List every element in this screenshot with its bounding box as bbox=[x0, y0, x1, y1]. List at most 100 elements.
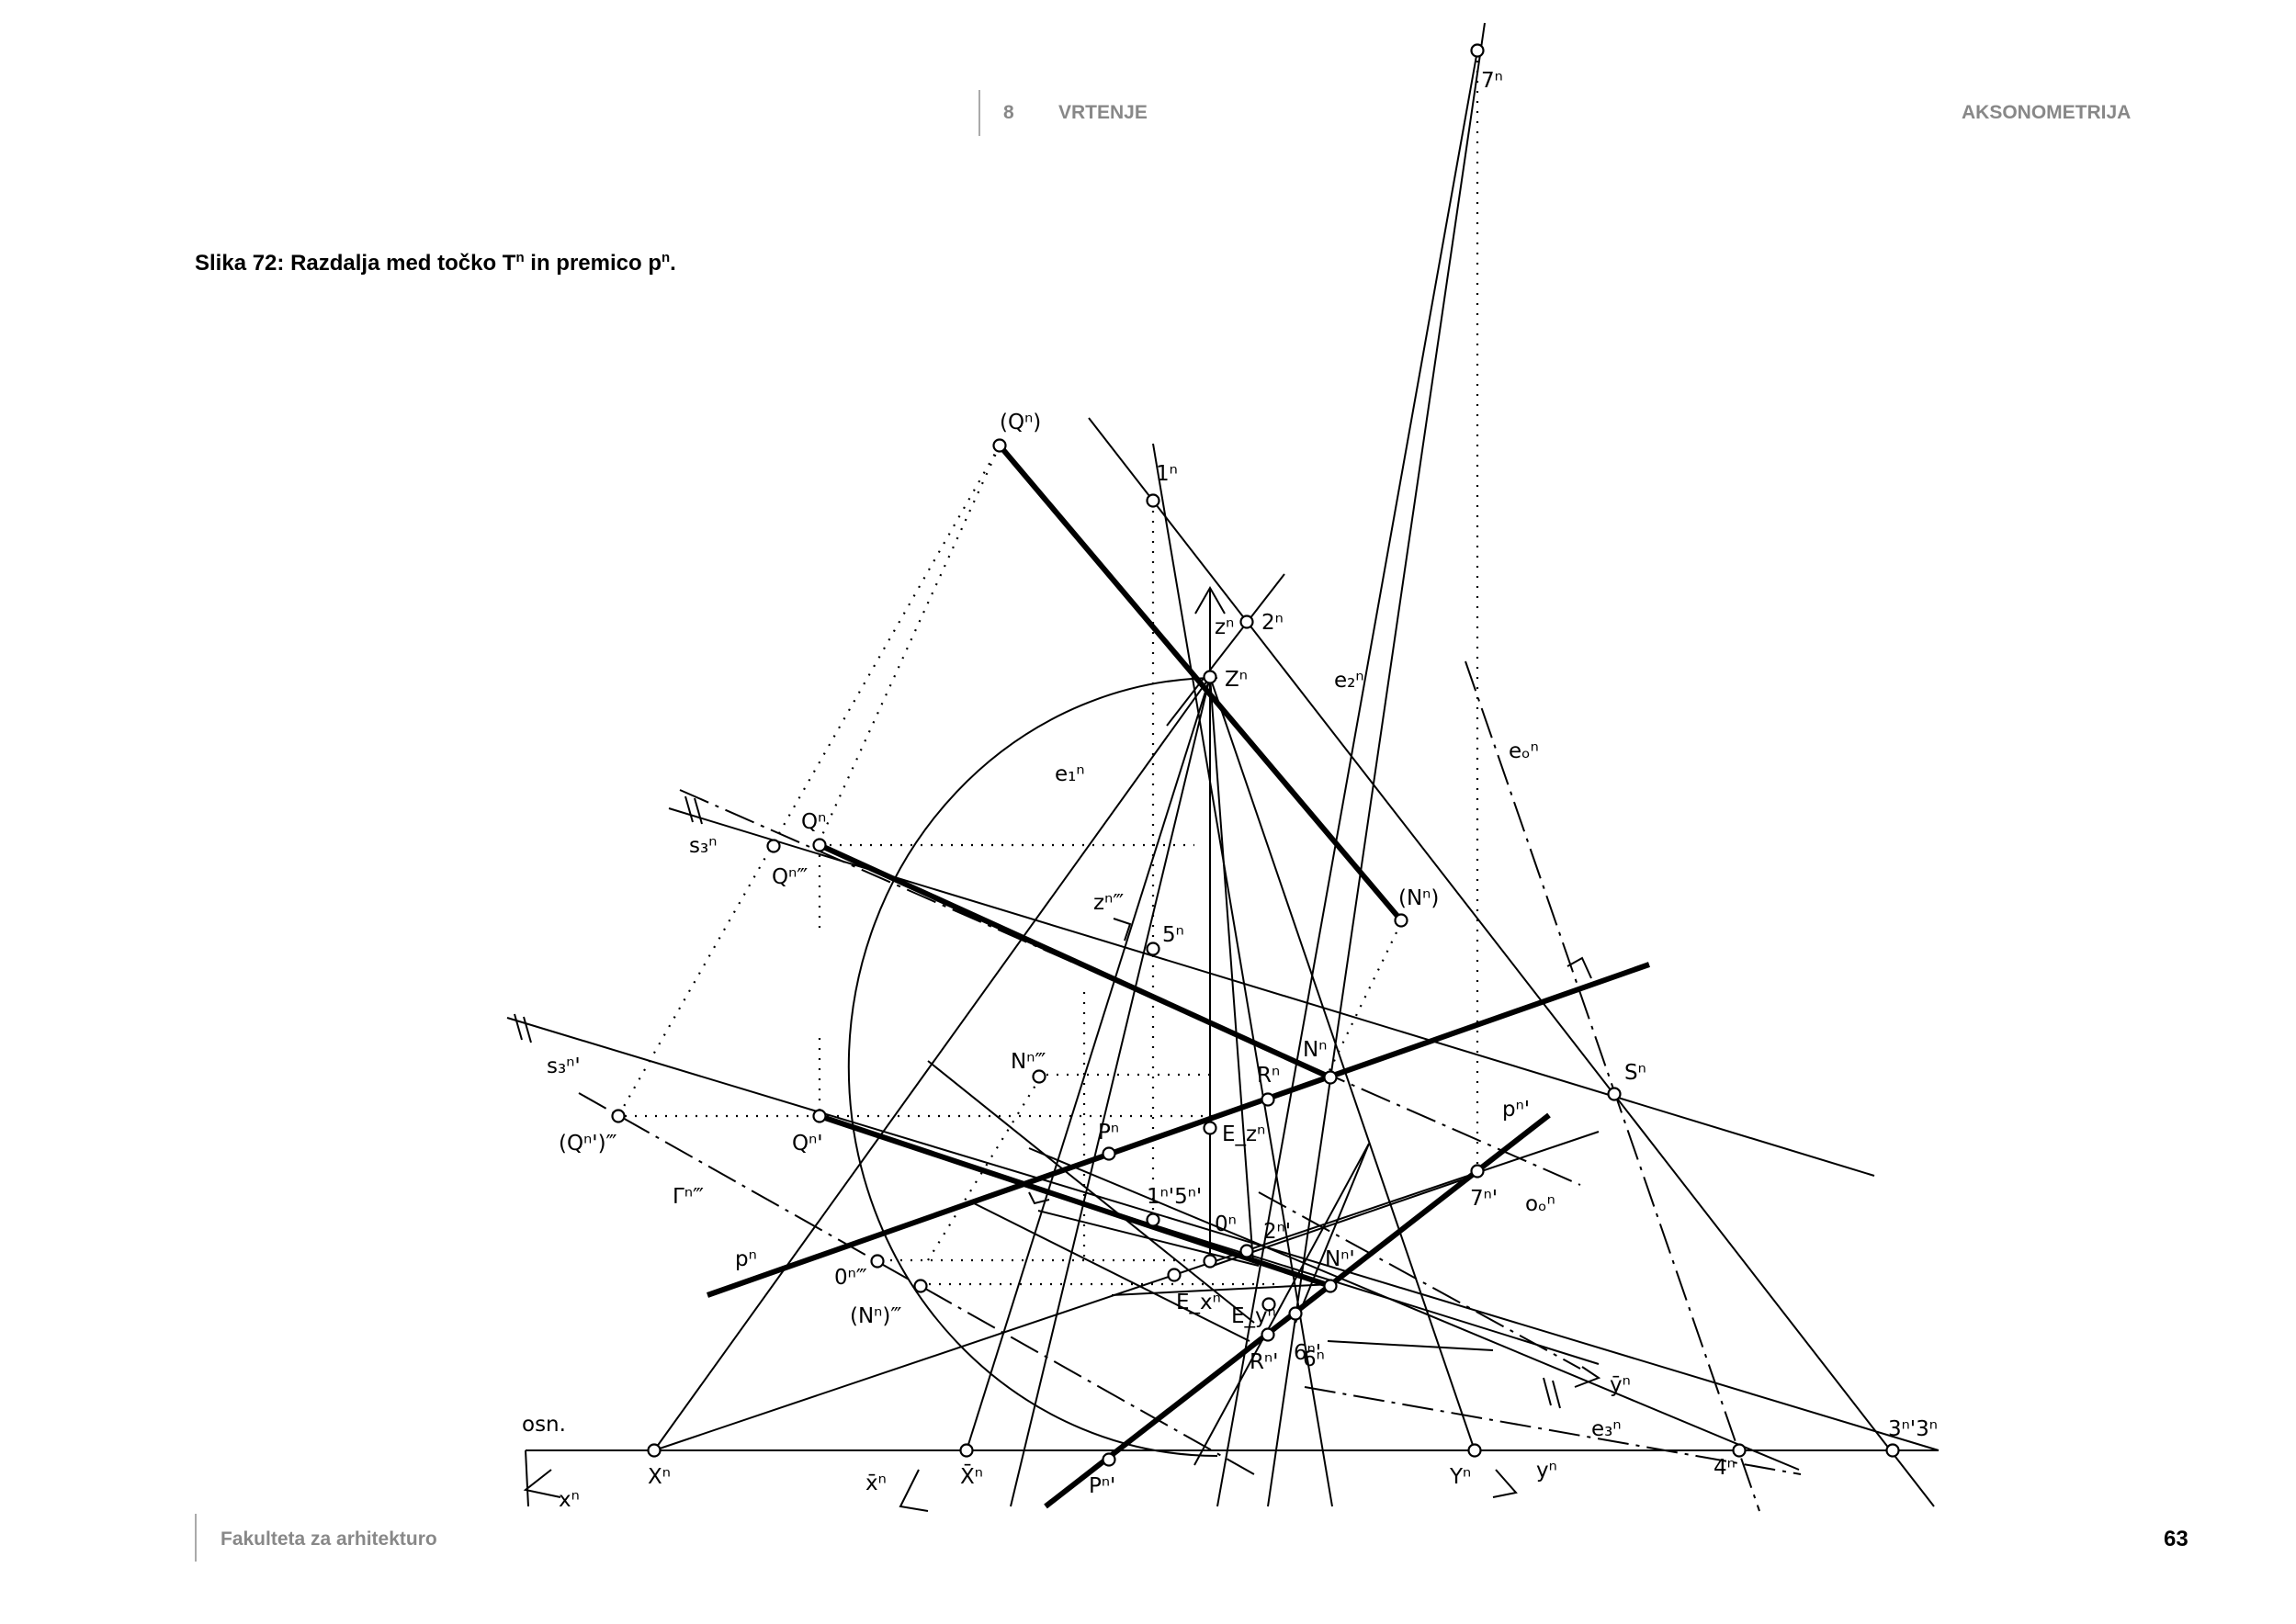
label-xn: xⁿ bbox=[559, 1488, 580, 1512]
label-xbarn: x̄ⁿ bbox=[865, 1472, 887, 1495]
point-Pn bbox=[1102, 1146, 1116, 1161]
label-Nnppp: Nⁿ‴ bbox=[1011, 1050, 1046, 1074]
point-7n bbox=[1470, 43, 1485, 58]
label-Qnprime: Qⁿ' bbox=[792, 1132, 823, 1156]
point-Rn bbox=[1261, 1092, 1275, 1107]
label-e2n: e₂ⁿ bbox=[1334, 669, 1364, 693]
label-Nnprime: Nⁿ' bbox=[1325, 1247, 1355, 1271]
label-1n5n: 1ⁿ'5ⁿ' bbox=[1147, 1185, 1202, 1209]
caption-sup-1: n bbox=[515, 250, 525, 265]
label-6nprime: 6ⁿ' bbox=[1294, 1341, 1321, 1365]
point-2n bbox=[1239, 615, 1254, 629]
label-ybarn: ȳⁿ bbox=[1610, 1373, 1631, 1397]
point-Qn-ppp bbox=[766, 839, 781, 853]
label-s3nprime: s₃ⁿ' bbox=[547, 1054, 581, 1078]
label-0n: 0ⁿ bbox=[1215, 1212, 1237, 1236]
point-Nn bbox=[1323, 1070, 1338, 1085]
label-0nppp: 0ⁿ‴ bbox=[834, 1266, 867, 1290]
label-Sn: Sⁿ bbox=[1624, 1061, 1646, 1085]
chapter-title: VRTENJE bbox=[1058, 102, 1148, 123]
point-0n bbox=[1203, 1254, 1217, 1269]
page-number: 63 bbox=[2164, 1527, 2189, 1551]
point-Qn bbox=[812, 838, 827, 852]
point-Rnprime bbox=[1261, 1327, 1275, 1342]
label-Gamma: Γⁿ‴ bbox=[673, 1185, 704, 1209]
point-Eyn bbox=[1261, 1297, 1276, 1312]
label-Xbarn: X̄ⁿ bbox=[960, 1463, 983, 1489]
points bbox=[611, 43, 1900, 1467]
label-pn: pⁿ bbox=[735, 1247, 757, 1271]
dotted-lines bbox=[617, 51, 1479, 1286]
label-Ezn: E_zⁿ bbox=[1222, 1122, 1265, 1146]
footer-institution: Fakulteta za arhitekturo bbox=[221, 1528, 437, 1550]
label-7n: 7ⁿ bbox=[1481, 69, 1503, 93]
point-Qn-paren bbox=[992, 438, 1007, 453]
label-pnprime: pⁿ' bbox=[1502, 1098, 1530, 1122]
label-oon: oₒⁿ bbox=[1525, 1192, 1555, 1216]
header-divider bbox=[978, 90, 980, 136]
point-Sn bbox=[1607, 1087, 1622, 1101]
point-Yn bbox=[1467, 1443, 1482, 1458]
label-Rnprime: Rⁿ' bbox=[1250, 1350, 1278, 1374]
label-Qnppp: Qⁿ‴ bbox=[772, 865, 808, 889]
label-1n: 1ⁿ bbox=[1156, 462, 1178, 486]
label-e1n: e₁ⁿ bbox=[1055, 762, 1085, 786]
tick-marks bbox=[514, 795, 1561, 1409]
label-osn: osn. bbox=[522, 1413, 566, 1437]
caption-suffix: . bbox=[670, 251, 676, 276]
point-6n bbox=[1288, 1306, 1303, 1321]
label-Pn: Pⁿ bbox=[1098, 1121, 1119, 1145]
construction-lines bbox=[506, 22, 1940, 1507]
label-znppp: zⁿ‴ bbox=[1093, 891, 1124, 915]
point-Qnprime-ppp bbox=[611, 1109, 626, 1123]
label-eon: eₒⁿ bbox=[1509, 739, 1539, 763]
caption-prefix: Slika 72: Razdalja med točko T bbox=[195, 251, 516, 276]
label-6n: 6ⁿ bbox=[1303, 1348, 1325, 1371]
label-7nprime: 7ⁿ' bbox=[1470, 1187, 1498, 1211]
figure-caption: Slika 72: Razdalja med točko Tn in premi… bbox=[195, 250, 676, 276]
point-Nn-ppp bbox=[1032, 1069, 1046, 1084]
label-3n: 3ⁿ'3ⁿ bbox=[1888, 1417, 1938, 1441]
label-s3n: s₃ⁿ bbox=[689, 834, 717, 858]
label-Nn-paren: (Nⁿ) bbox=[1398, 886, 1439, 910]
label-4n: 4ⁿ bbox=[1714, 1456, 1736, 1480]
label-5n: 5ⁿ bbox=[1162, 923, 1184, 947]
label-Eyn: E_yⁿ bbox=[1231, 1304, 1276, 1328]
point-7nprime bbox=[1470, 1164, 1485, 1179]
point-5n bbox=[1146, 942, 1160, 956]
point-Zn bbox=[1203, 670, 1217, 684]
point-0nppp bbox=[870, 1254, 885, 1269]
point-Qnprime bbox=[812, 1109, 827, 1123]
label-Pnprime: Pⁿ' bbox=[1089, 1474, 1115, 1498]
point-Xn bbox=[647, 1443, 662, 1458]
point-Ezn bbox=[1203, 1121, 1217, 1135]
label-zn: zⁿ bbox=[1215, 615, 1234, 639]
label-2n: 2ⁿ bbox=[1261, 611, 1284, 635]
labels: (Qⁿ) 1ⁿ 2ⁿ zⁿ Zⁿ e₂ⁿ e₁ⁿ eₒⁿ Qⁿ s₃ⁿ Qⁿ‴ … bbox=[522, 69, 1938, 1512]
chapter-number: 8 bbox=[1003, 102, 1014, 123]
label-Nn: Nⁿ bbox=[1303, 1038, 1327, 1062]
point-3n bbox=[1885, 1443, 1900, 1458]
rotation-circle bbox=[847, 677, 1218, 1457]
footer-divider bbox=[195, 1514, 197, 1562]
label-Nn-paren-ppp: (Nⁿ)‴ bbox=[850, 1304, 901, 1328]
caption-sup-2: n bbox=[661, 250, 671, 265]
label-Xn: Xⁿ bbox=[648, 1465, 671, 1489]
point-Nn-paren-ppp bbox=[913, 1279, 928, 1293]
point-1n bbox=[1146, 493, 1160, 508]
label-yn: yⁿ bbox=[1536, 1459, 1557, 1483]
label-Yn: Yⁿ bbox=[1449, 1465, 1471, 1489]
section-title: AKSONOMETRIJA bbox=[1962, 102, 2132, 123]
point-Exn bbox=[1167, 1268, 1182, 1282]
label-Zn: Zⁿ bbox=[1225, 668, 1248, 692]
label-e3n: e₃ⁿ bbox=[1591, 1417, 1622, 1441]
point-Nn-paren bbox=[1394, 913, 1408, 928]
label-Qn: Qⁿ bbox=[801, 810, 826, 834]
caption-middle: in premico p bbox=[524, 251, 662, 276]
point-Nnprime bbox=[1323, 1279, 1338, 1293]
label-Qnprime-ppp: (Qⁿ')‴ bbox=[559, 1132, 617, 1156]
label-2nprime: 2ⁿ' bbox=[1263, 1220, 1291, 1244]
label-Rn: Rⁿ bbox=[1257, 1064, 1280, 1088]
